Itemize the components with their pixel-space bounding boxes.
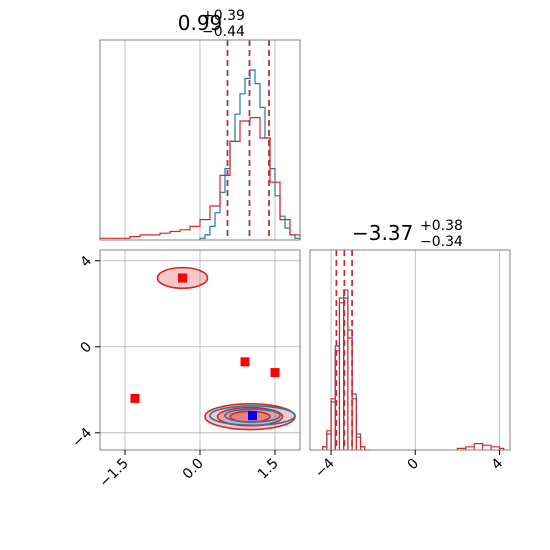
right-marginal-panel: −4 0 4 [309,249,511,481]
right-panel-frame [309,249,511,451]
right-xtick-label-0: −4 [312,455,338,481]
red-marker-1 [178,273,187,283]
title-param2-sup: +0.38 [420,218,463,234]
title-param2-sub: −0.34 [420,234,463,250]
title-param1: 0.99 [178,11,223,35]
blue-marker [248,411,257,421]
joint-ytick-label-1: 0 [78,339,96,357]
joint-xtick-label-2: 1.5 [255,456,282,483]
red-marker-0 [130,393,140,403]
top-marginal-panel [99,39,301,241]
top-panel-frame [99,39,301,241]
joint-xtick-label-0: −1.5 [96,456,131,491]
joint-ytick-label-2: 4 [78,253,96,271]
joint-xtick-label-1: 0.0 [180,456,207,483]
blue-contour-1 [224,408,281,423]
top-hist-series-1 [99,117,301,240]
blue-contour-0 [209,405,296,427]
title-param1-sub: −0.44 [202,24,245,40]
right-xtick-label-2: 4 [489,455,507,473]
title-param1-sup: +0.39 [202,8,245,24]
red-marker-2 [240,357,250,367]
joint-panel: −1.5 0.0 1.5 −4 0 4 [69,249,301,491]
title-param1-value: 0.99 [178,11,223,35]
red-marker-3 [270,368,280,378]
title-param2-value: −3.37 [352,221,413,245]
right-xtick-label-1: 0 [404,456,422,474]
right-hist-series-1 [322,297,505,451]
joint-ytick-label-0: −4 [69,425,95,451]
